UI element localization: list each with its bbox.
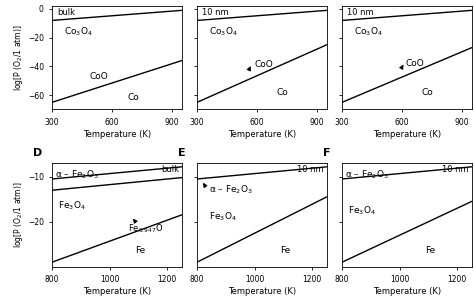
Text: 10 nm: 10 nm	[442, 165, 469, 174]
Text: Co$_3$O$_4$: Co$_3$O$_4$	[209, 26, 238, 38]
Text: Co$_3$O$_4$: Co$_3$O$_4$	[354, 26, 383, 38]
X-axis label: Temperature (K): Temperature (K)	[228, 130, 296, 138]
Text: bulk: bulk	[57, 8, 75, 17]
Text: E: E	[178, 148, 185, 158]
Text: α – Fe$_2$O$_3$: α – Fe$_2$O$_3$	[209, 183, 253, 195]
Text: Fe$_3$O$_4$: Fe$_3$O$_4$	[209, 211, 237, 223]
Text: C: C	[323, 0, 331, 1]
Text: Fe: Fe	[426, 246, 436, 255]
Y-axis label: log[P (O$_2$/1 atm)]: log[P (O$_2$/1 atm)]	[12, 181, 25, 248]
X-axis label: Temperature (K): Temperature (K)	[373, 287, 441, 296]
Text: A: A	[33, 0, 41, 1]
Text: CoO: CoO	[406, 59, 425, 68]
Text: 10 nm: 10 nm	[297, 165, 324, 174]
Text: Co: Co	[422, 88, 434, 97]
Text: α – Fe$_2$O$_3$: α – Fe$_2$O$_3$	[345, 168, 389, 181]
Text: F: F	[323, 148, 330, 158]
Text: Fe: Fe	[281, 246, 291, 255]
Text: Co$_3$O$_4$: Co$_3$O$_4$	[64, 26, 93, 38]
Text: bulk: bulk	[161, 165, 179, 174]
X-axis label: Temperature (K): Temperature (K)	[83, 287, 151, 296]
Text: 10 nm: 10 nm	[347, 8, 374, 17]
Y-axis label: log[P (O$_2$/1 atm)]: log[P (O$_2$/1 atm)]	[12, 25, 25, 91]
Text: Fe$_3$O$_4$: Fe$_3$O$_4$	[348, 204, 376, 217]
Text: CoO: CoO	[90, 72, 109, 81]
Text: Fe$_{0.947}$O: Fe$_{0.947}$O	[128, 222, 164, 235]
Text: Co: Co	[277, 88, 289, 97]
Text: Fe: Fe	[136, 246, 146, 255]
X-axis label: Temperature (K): Temperature (K)	[83, 130, 151, 138]
Text: Co: Co	[128, 93, 139, 102]
Text: CoO: CoO	[255, 60, 273, 69]
Text: Fe$_3$O$_4$: Fe$_3$O$_4$	[58, 200, 86, 212]
Text: D: D	[33, 148, 42, 158]
Text: B: B	[178, 0, 186, 1]
X-axis label: Temperature (K): Temperature (K)	[373, 130, 441, 138]
X-axis label: Temperature (K): Temperature (K)	[228, 287, 296, 296]
Text: α – Fe$_2$O$_3$: α – Fe$_2$O$_3$	[55, 168, 99, 181]
Text: 10 nm: 10 nm	[202, 8, 229, 17]
